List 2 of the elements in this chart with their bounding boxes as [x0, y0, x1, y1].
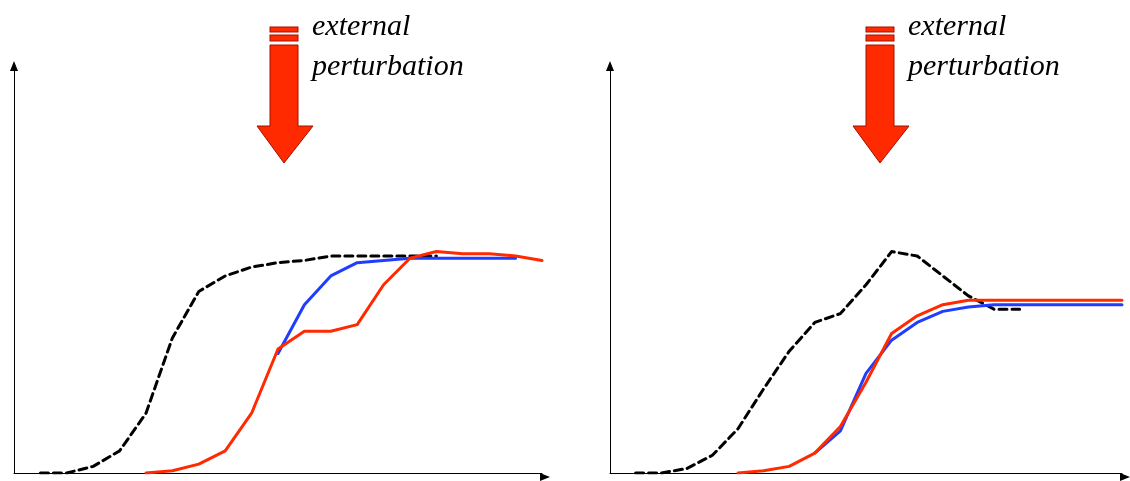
text: external perturbation	[310, 7, 464, 81]
text: external perturbation	[906, 7, 1060, 81]
